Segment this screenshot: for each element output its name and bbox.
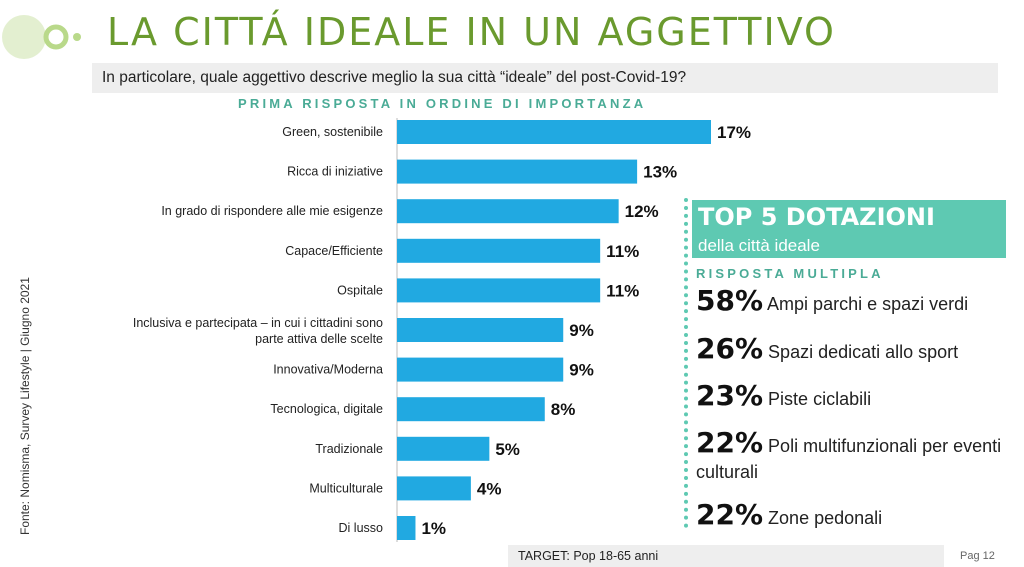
- top5-item-percent: 58%: [696, 284, 764, 317]
- bar: [397, 397, 545, 422]
- top5-header: TOP 5 DOTAZIONI della città ideale: [692, 200, 1006, 258]
- bar: [397, 516, 416, 540]
- value-label: 1%: [421, 519, 446, 538]
- category-label: Tecnologica, digitale: [270, 402, 383, 416]
- top5-item: 26% Spazi dedicati allo sport: [696, 335, 1006, 365]
- top5-item-text: Ampi parchi e spazi verdi: [767, 294, 969, 314]
- category-label: Green, sostenibile: [282, 125, 383, 139]
- page-title: LA CITTÁ IDEALE IN UN AGGETTIVO: [107, 10, 836, 54]
- top5-item-text: Poli multifunzionali per eventi cultural…: [696, 436, 1002, 482]
- value-label: 9%: [569, 321, 594, 340]
- top5-item-percent: 26%: [696, 332, 764, 365]
- value-label: 8%: [551, 400, 576, 419]
- category-label: Ricca di iniziative: [287, 165, 383, 179]
- category-label: Ospitale: [337, 283, 383, 297]
- top5-panel: TOP 5 DOTAZIONI della città ideale RISPO…: [684, 198, 1014, 531]
- value-label: 11%: [606, 242, 639, 261]
- top5-response-type: RISPOSTA MULTIPLA: [696, 266, 884, 281]
- bar: [397, 199, 619, 224]
- survey-question: In particolare, quale aggettivo descrive…: [92, 63, 998, 93]
- bar: [397, 238, 601, 263]
- logo-circles-icon: [2, 15, 81, 59]
- category-label: Multiculturale: [309, 481, 383, 495]
- value-label: 9%: [569, 361, 594, 380]
- value-label: 12%: [625, 202, 659, 221]
- category-label: Innovativa/Moderna: [273, 363, 383, 377]
- top5-item-text: Spazi dedicati allo sport: [768, 342, 959, 362]
- top5-item-text: Piste ciclabili: [768, 389, 872, 409]
- page-number: Pag 12: [960, 550, 995, 562]
- bar: [397, 278, 601, 303]
- value-label: 11%: [606, 281, 639, 300]
- category-label: Inclusiva e partecipata – in cui i citta…: [133, 316, 383, 346]
- target-note: TARGET: Pop 18-65 anni: [508, 545, 944, 567]
- bar: [397, 357, 564, 382]
- top5-item: 22% Zone pedonali: [696, 501, 1006, 531]
- category-label: Tradizionale: [315, 442, 383, 456]
- top5-item: 58% Ampi parchi e spazi verdi: [696, 287, 1006, 317]
- value-label: 13%: [643, 163, 677, 182]
- value-label: 4%: [477, 479, 502, 498]
- bar: [397, 318, 564, 342]
- top5-item: 22% Poli multifunzionali per eventi cult…: [696, 429, 1006, 485]
- category-label: In grado di rispondere alle mie esigenze: [161, 204, 383, 218]
- bar: [397, 120, 711, 144]
- chart-subtitle: PRIMA RISPOSTA IN ORDINE DI IMPORTANZA: [238, 96, 647, 111]
- top5-item-text: Zone pedonali: [768, 508, 883, 528]
- top5-item-percent: 23%: [696, 379, 764, 412]
- bar: [397, 476, 471, 501]
- value-label: 17%: [717, 123, 751, 142]
- top5-subtitle: della città ideale: [698, 236, 820, 255]
- top5-item-percent: 22%: [696, 498, 764, 531]
- category-label: Capace/Efficiente: [285, 244, 383, 258]
- top5-item-percent: 22%: [696, 426, 764, 459]
- top5-title: TOP 5 DOTAZIONI: [698, 203, 935, 231]
- bar: [397, 436, 490, 461]
- value-label: 5%: [495, 440, 520, 459]
- dotted-divider: [684, 198, 692, 528]
- category-label: Di lusso: [339, 521, 384, 535]
- top5-item: 23% Piste ciclabili: [696, 382, 1006, 412]
- bar: [397, 159, 638, 184]
